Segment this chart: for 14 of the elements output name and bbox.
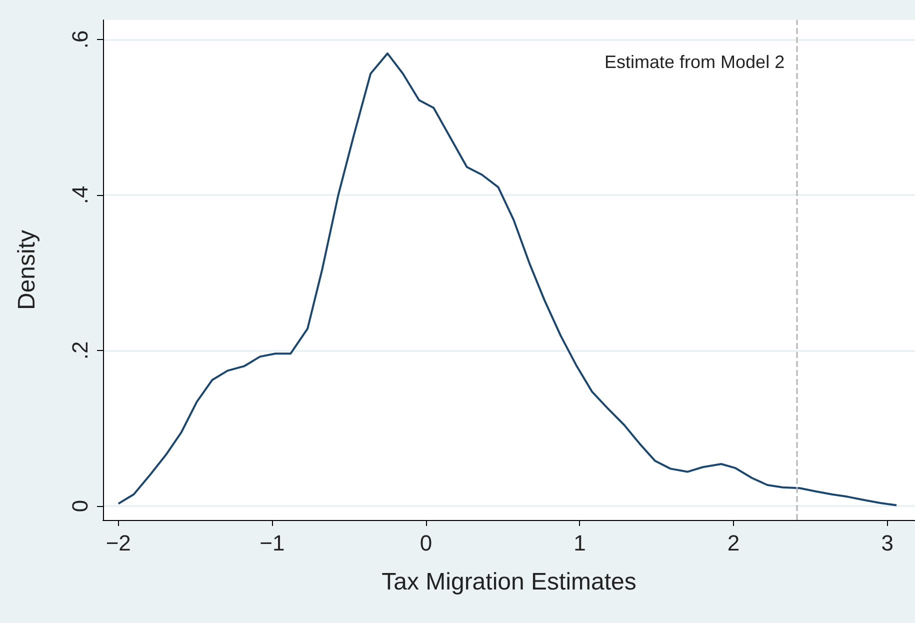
y-tick-label: .4 bbox=[68, 186, 92, 204]
ref-line-label: Estimate from Model 2 bbox=[604, 52, 785, 72]
x-tick-label: 3 bbox=[881, 530, 894, 556]
x-tick-label: −1 bbox=[260, 530, 285, 556]
y-tick-label: .2 bbox=[68, 341, 92, 360]
x-tick-label: 0 bbox=[420, 530, 432, 556]
y-tick-label: 0 bbox=[68, 500, 92, 512]
line-series bbox=[117, 52, 898, 506]
x-tick-label: −2 bbox=[106, 530, 131, 556]
y-tick-label: .6 bbox=[68, 30, 92, 49]
y-axis-title: Density bbox=[14, 230, 40, 310]
x-tick-label: 1 bbox=[574, 530, 586, 556]
x-axis-title: Tax Migration Estimates bbox=[382, 568, 636, 596]
x-tick-label: 2 bbox=[727, 530, 740, 556]
